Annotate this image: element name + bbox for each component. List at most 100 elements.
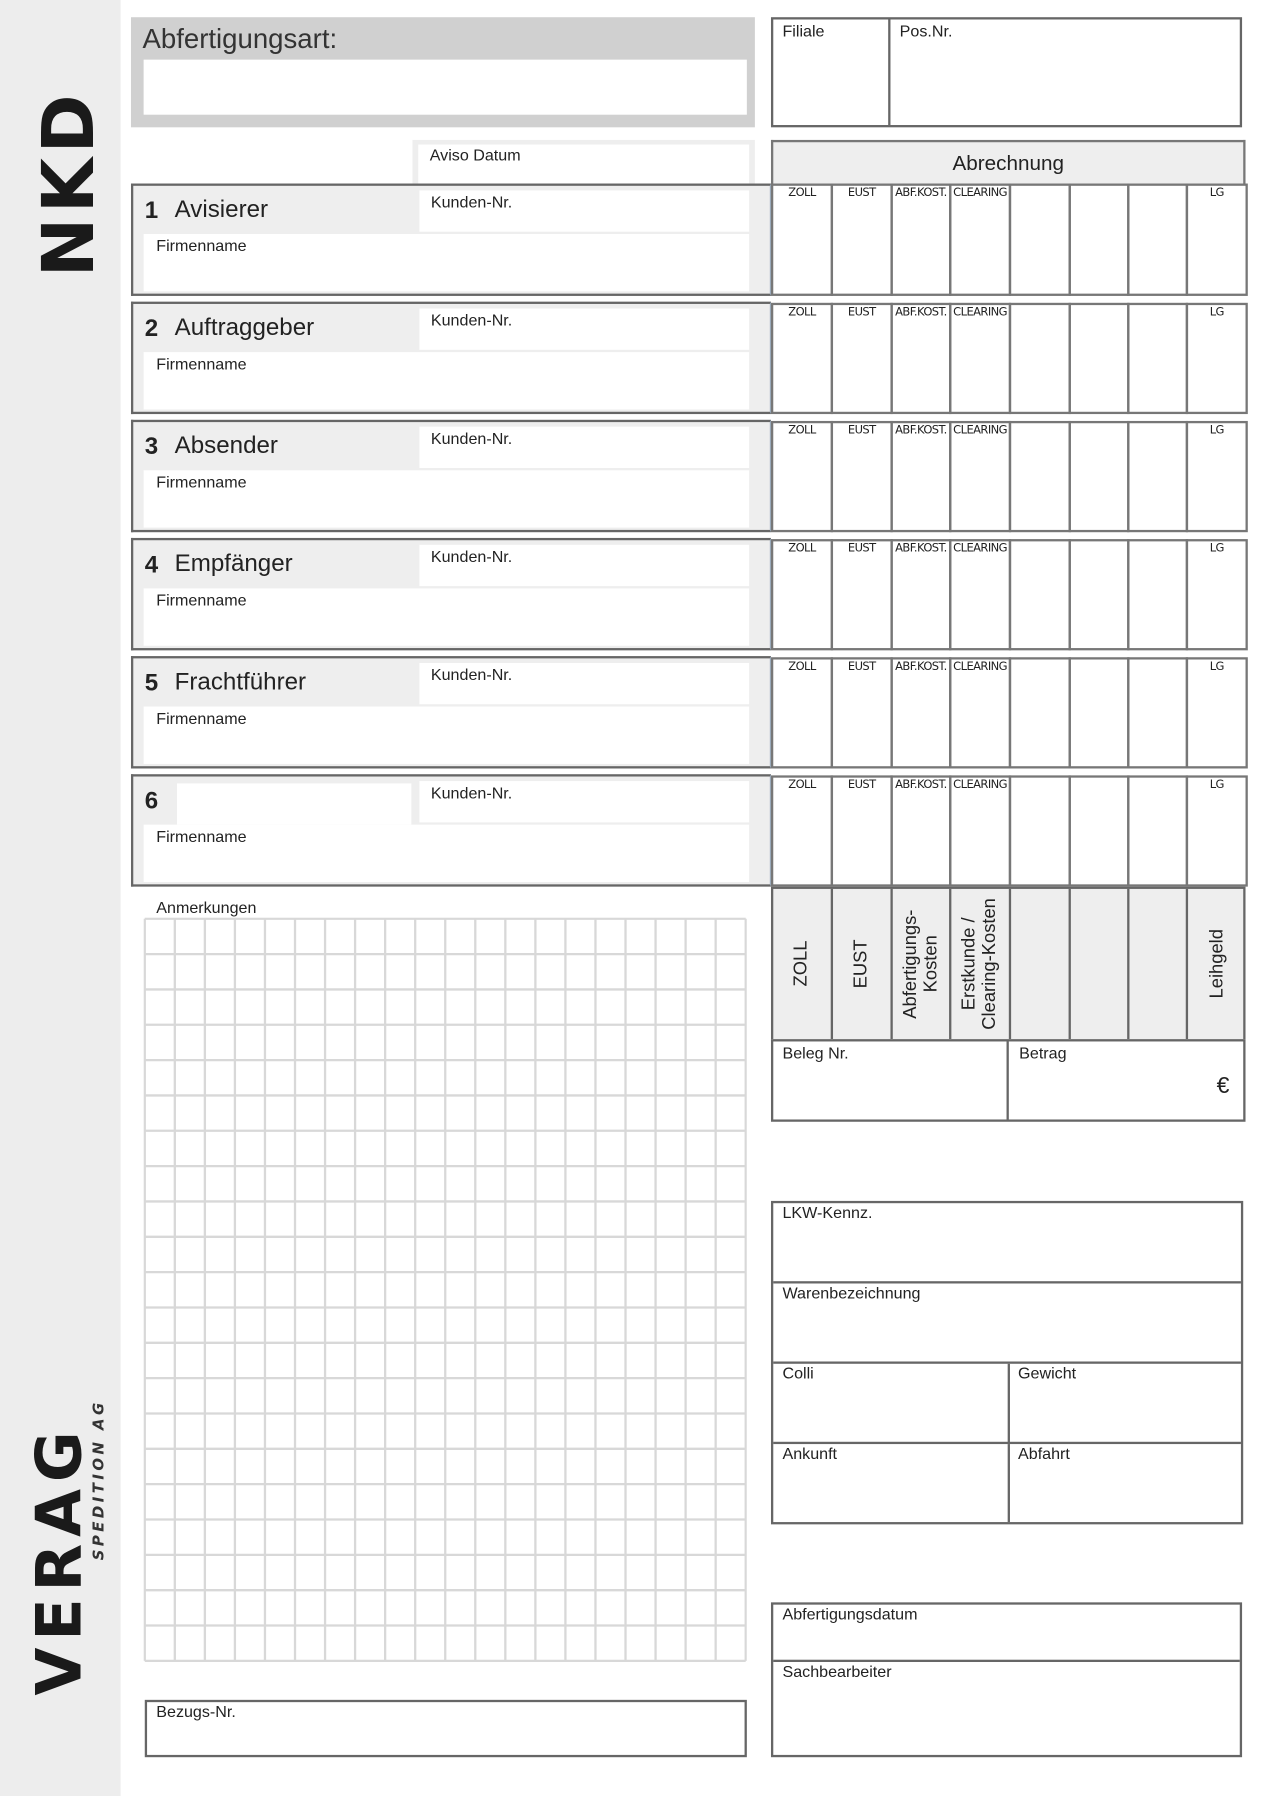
charge-column-label: CLEARING [953,306,1008,319]
charge-column-label: ZOLL [788,542,816,556]
aviso-field[interactable]: Aviso Datum [418,144,750,184]
section-title-field[interactable] [176,783,412,825]
firmenname-field[interactable]: Firmenname [143,233,750,292]
beleg-field[interactable]: Beleg Nr. [773,1041,1009,1120]
charge-cell[interactable] [1008,302,1071,415]
firmenname-field[interactable]: Firmenname [143,470,750,528]
charge-cell[interactable]: ZOLL [770,183,834,296]
kunden-nr-label: Kunden-Nr. [430,547,513,566]
charge-cell[interactable] [1068,183,1130,296]
abfertigungsart-field[interactable] [143,59,747,115]
charge-cell[interactable] [1127,420,1189,533]
betrag-field[interactable]: Betrag € [1011,1041,1243,1119]
kunden-nr-field[interactable]: Kunden-Nr. [419,426,750,468]
kunden-nr-field[interactable]: Kunden-Nr. [419,544,750,587]
firmenname-field[interactable]: Firmenname [143,706,750,764]
charge-column-label: EUST [847,424,876,438]
charge-cell[interactable]: EUST [830,183,893,296]
section-title: Empfänger [174,550,293,577]
charge-cell[interactable] [1068,302,1130,415]
charge-cell[interactable]: CLEARING [949,183,1012,296]
charge-cell[interactable] [1068,420,1130,533]
abfahrt-field[interactable]: Abfahrt [1010,1444,1241,1522]
kunden-nr-label: Kunden-Nr. [430,192,513,212]
section-number: 6 [144,787,159,815]
abfertigungsdatum-field[interactable]: Abfertigungsdatum [773,1605,1240,1663]
charge-cell[interactable]: CLEARING [949,775,1012,887]
charge-cell[interactable]: ZOLL [770,539,834,651]
filiale-label: Filiale [782,21,825,41]
firmenname-field[interactable]: Firmenname [143,588,750,646]
charge-cell[interactable] [1068,775,1130,887]
charge-cell[interactable]: ABF.KOST. [890,183,952,296]
section-number: 2 [144,315,159,342]
sachbearbeiter-field[interactable]: Sachbearbeiter [773,1662,1239,1755]
charge-cell[interactable]: EUST [830,420,893,533]
gewicht-field[interactable]: Gewicht [1009,1364,1241,1445]
charge-cell[interactable] [1068,539,1130,651]
charge-cell[interactable]: LG [1185,183,1248,296]
charge-cell[interactable]: EUST [830,657,893,769]
charge-cell[interactable]: EUST [830,539,893,651]
kunden-nr-field[interactable]: Kunden-Nr. [419,308,750,350]
charge-cell[interactable]: ZOLL [770,420,834,533]
charge-cell[interactable] [1127,657,1189,769]
charge-cell[interactable] [1008,420,1071,533]
anmerkungen-grid[interactable] [143,917,747,1663]
charge-cell[interactable]: ZOLL [770,775,834,887]
charge-cell[interactable] [1008,775,1071,887]
charge-cell[interactable] [1068,657,1130,769]
section-title: Frachtführer [174,668,307,696]
lkw-field[interactable]: LKW-Kennz. [773,1203,1241,1284]
abrechnung-header: Abrechnung [770,139,1246,185]
charge-cell[interactable] [1127,302,1189,415]
charge-cell[interactable]: EUST [830,775,893,887]
charge-cell[interactable] [1127,775,1189,887]
waren-field[interactable]: Warenbezeichnung [773,1283,1241,1364]
charge-column-label: CLEARING [953,424,1008,438]
charge-cell[interactable]: LG [1185,775,1248,887]
firmenname-field[interactable]: Firmenname [143,824,750,883]
nkd-logo: N​K​D [26,89,111,278]
kunden-nr-field[interactable]: Kunden-Nr. [419,781,750,823]
kunden-nr-field[interactable]: Kunden-Nr. [419,190,750,232]
firmenname-field[interactable]: Firmenname [143,352,750,410]
charge-cell[interactable]: ABF.KOST. [890,539,952,651]
posnr-label: Pos.Nr. [899,21,953,41]
posnr-field[interactable]: Pos.Nr. [893,19,1240,125]
colli-field[interactable]: Colli [773,1363,1010,1445]
filiale-field[interactable]: Filiale [773,19,891,126]
charge-cell[interactable]: LG [1185,302,1248,415]
charge-column-label: CLEARING [953,542,1008,556]
charge-cell[interactable]: LG [1185,657,1248,769]
charge-cell[interactable] [1008,539,1071,651]
ankunft-field[interactable]: Ankunft [773,1444,1010,1523]
charge-cell[interactable] [1127,539,1189,651]
charge-cell[interactable]: EUST [830,302,893,415]
charge-column-label: LG [1209,306,1225,319]
charge-column-label: ABF.KOST. [895,778,947,792]
footer-box: Abfertigungsdatum Sachbearbeiter [770,1602,1243,1758]
charge-cell[interactable]: ABF.KOST. [890,420,952,533]
charge-cell[interactable] [1127,183,1189,296]
charge-cell[interactable]: ZOLL [770,657,834,769]
charge-cell[interactable]: CLEARING [949,539,1012,651]
section-5: 5 Frachtführer Kunden-Nr. Firmenname [130,656,771,769]
charge-cell[interactable]: LG [1185,420,1248,533]
kunden-nr-field[interactable]: Kunden-Nr. [419,662,750,705]
summary-column: Leihgeld [1188,889,1248,1039]
bezugs-field[interactable]: Bezugs-Nr. [144,1699,747,1758]
charge-cell[interactable]: ABF.KOST. [890,775,952,887]
charge-cell[interactable] [1008,183,1071,296]
charge-cell[interactable]: ABF.KOST. [890,302,952,415]
waren-label: Warenbezeichnung [782,1283,921,1302]
charge-cell[interactable]: CLEARING [949,302,1012,415]
section-2: 2 Auftraggeber Kunden-Nr. Firmenname [130,301,771,415]
charge-cell[interactable]: ZOLL [770,302,834,415]
charge-cell[interactable] [1008,657,1071,769]
charge-cell[interactable]: ABF.KOST. [890,657,952,769]
charge-cell[interactable]: CLEARING [949,657,1012,769]
charge-cell[interactable]: LG [1185,539,1248,651]
charge-cell[interactable]: CLEARING [949,420,1012,533]
